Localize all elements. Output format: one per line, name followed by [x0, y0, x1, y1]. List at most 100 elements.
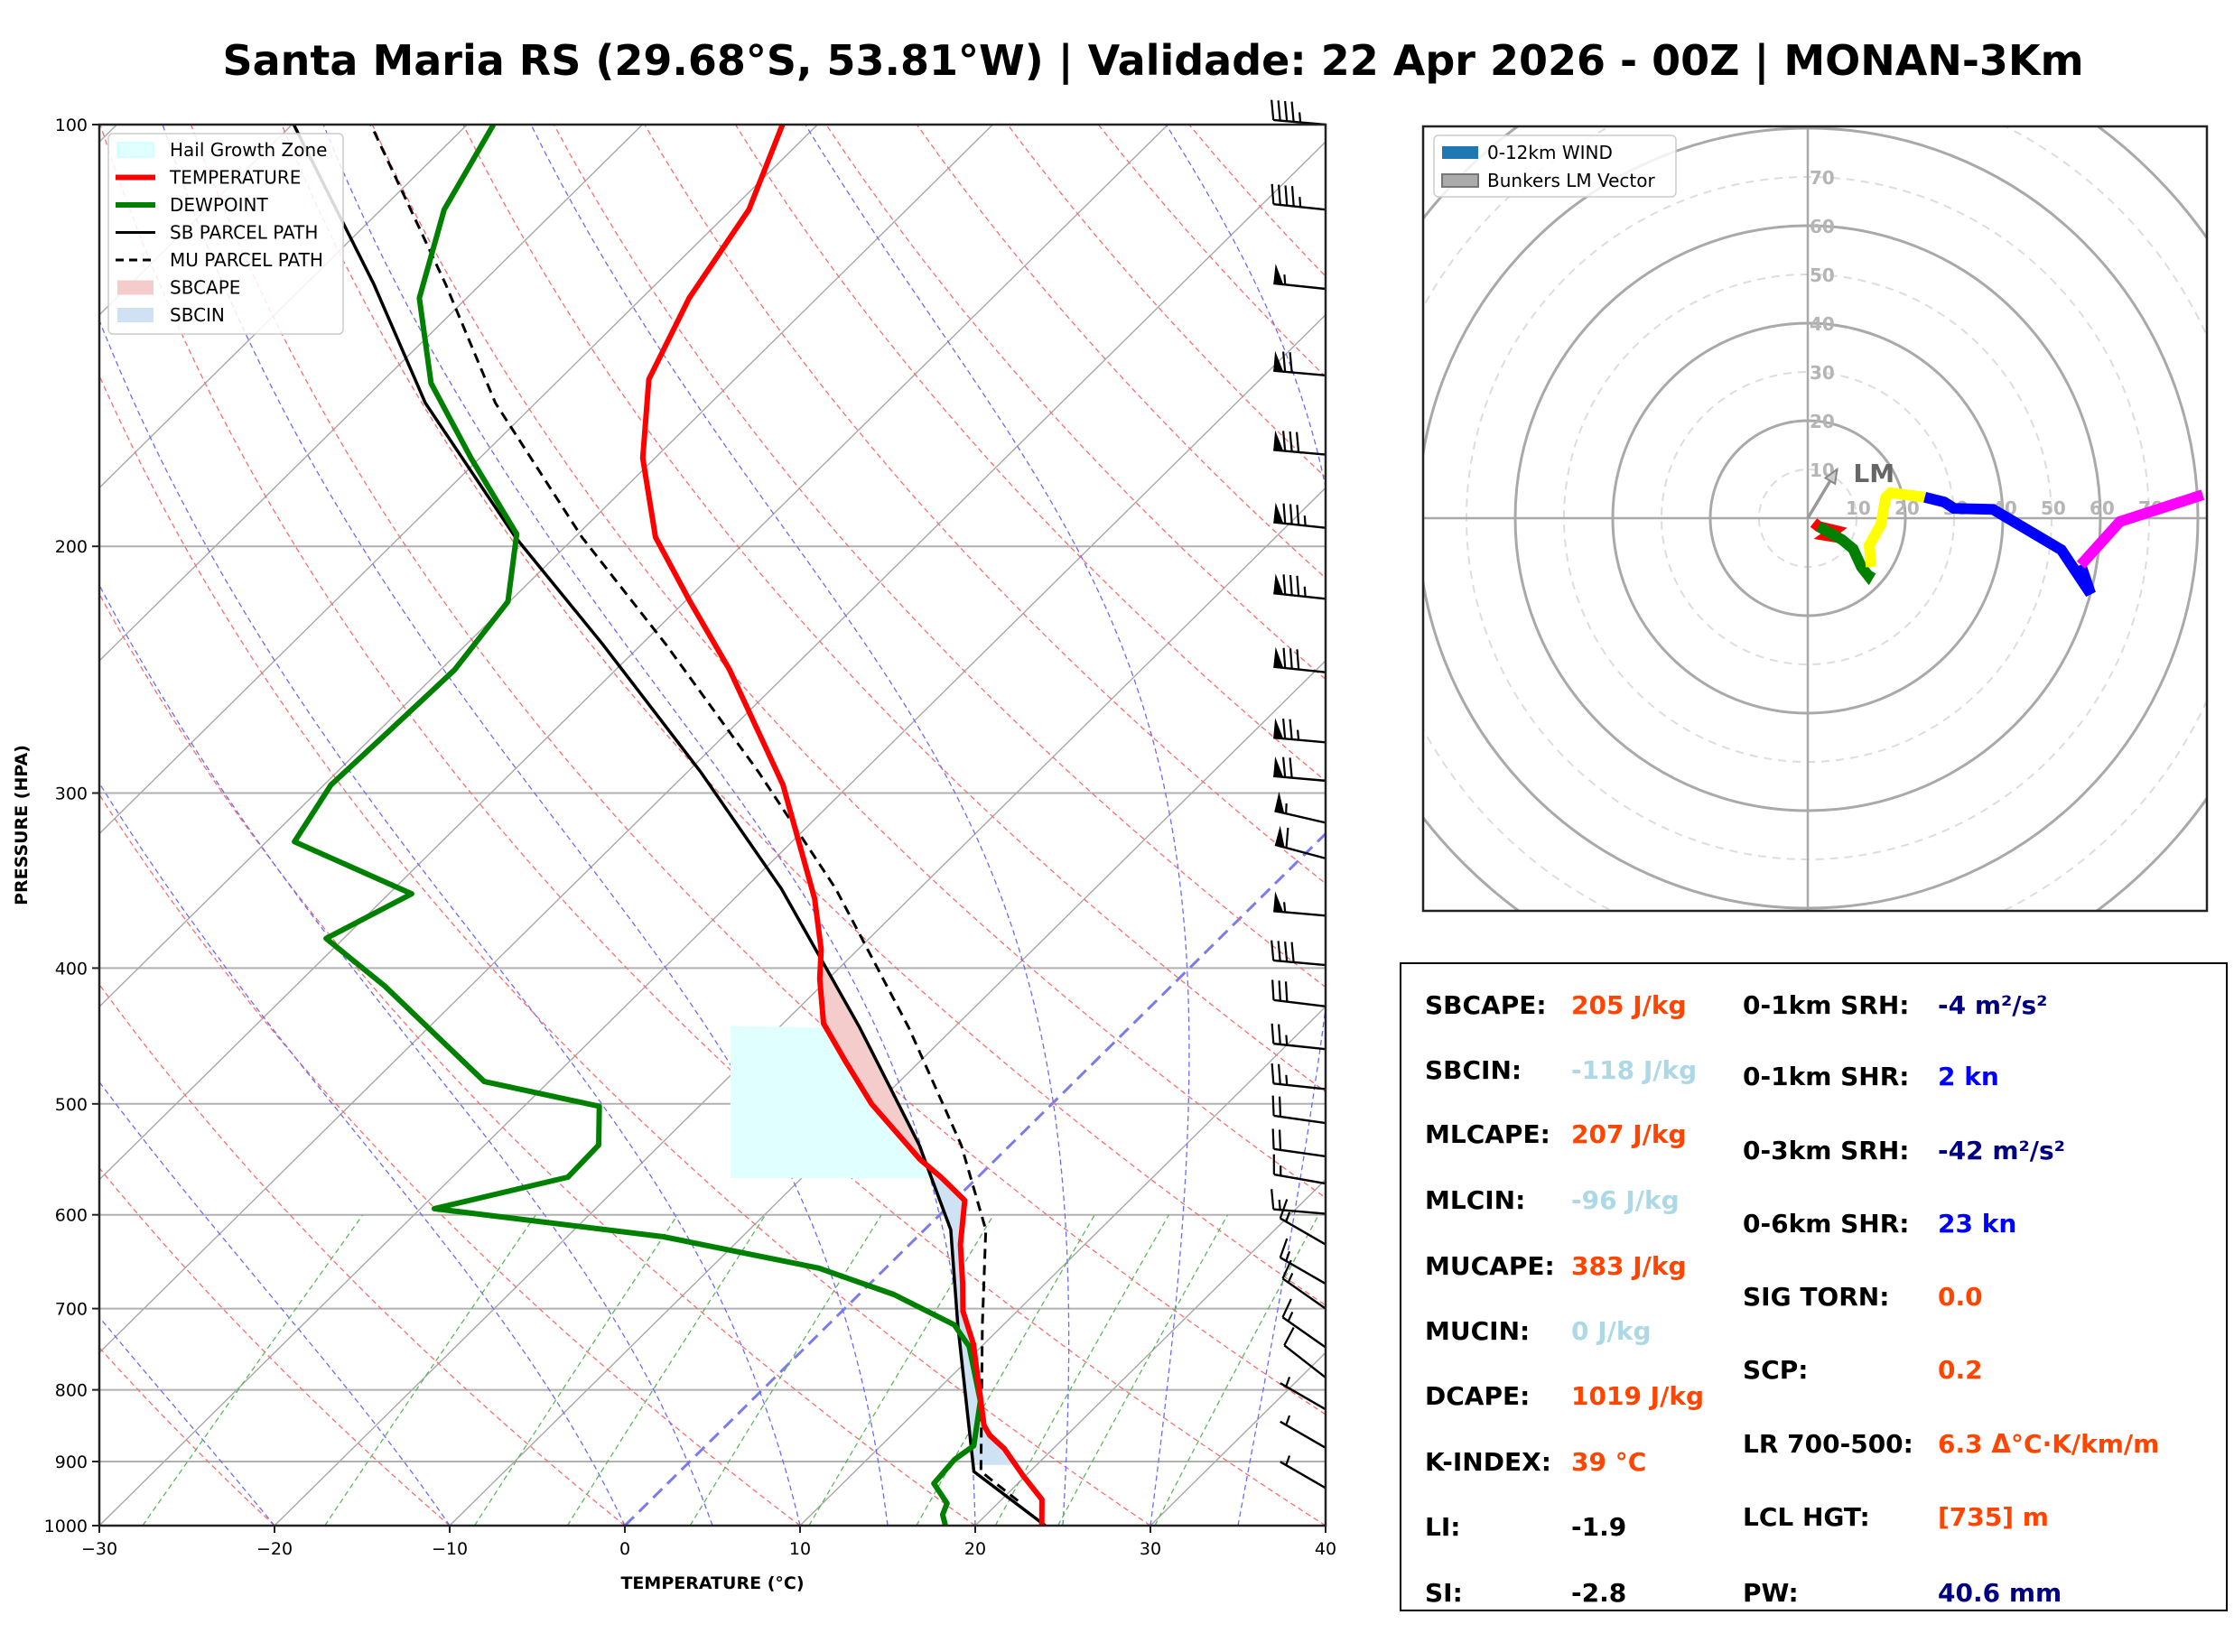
barb-feather	[1282, 756, 1287, 778]
barb-shaft	[1273, 998, 1326, 1008]
y-tick-label: 200	[55, 537, 88, 557]
hodograph-ring-label: 30	[1810, 362, 1835, 384]
wind-barb	[1271, 1063, 1326, 1091]
barb-shaft	[1280, 1461, 1326, 1490]
stat-value: -4 m²/s²	[1938, 990, 2048, 1020]
wind-barb	[1281, 1298, 1326, 1349]
barb-feather	[1271, 99, 1275, 121]
barb-pennant	[1274, 791, 1285, 813]
x-tick-label: −10	[432, 1539, 468, 1559]
x-axis-title: TEMPERATURE (°C)	[620, 1573, 804, 1593]
x-tick-label: 20	[964, 1539, 986, 1559]
legend-box	[107, 133, 344, 335]
dry-adiabat-line	[553, 125, 1326, 988]
barb-feather	[1284, 100, 1289, 122]
barb-shaft	[1280, 1382, 1326, 1411]
barb-half-feather	[1298, 112, 1302, 123]
wind-barb	[1273, 646, 1326, 673]
moist-adiabat-line	[805, 125, 1190, 1526]
stat-value: [735] m	[1938, 1502, 2049, 1532]
barb-feather	[1284, 981, 1289, 1002]
skew-t-profiles	[292, 125, 1047, 1526]
stat-value: 40.6 mm	[1938, 1578, 2062, 1608]
barb-half-feather	[1285, 1035, 1289, 1045]
sbcin-area	[930, 1175, 1016, 1465]
barb-half-feather	[1299, 197, 1302, 208]
y-tick-label: 400	[55, 959, 88, 979]
barb-half-feather	[1303, 586, 1307, 598]
barb-shaft	[1273, 1042, 1326, 1051]
mixing-ratio-line	[142, 1214, 364, 1526]
mixing-ratio-line	[566, 1214, 767, 1526]
barb-shaft	[1273, 1147, 1326, 1158]
stat-label: MLCAPE:	[1425, 1119, 1550, 1149]
barb-half-feather	[1283, 274, 1287, 285]
legend-swatch	[117, 308, 154, 322]
hodograph-ring-label: 50	[1810, 265, 1835, 286]
mu-parcel-path	[369, 125, 1019, 1502]
wind-barb	[1274, 791, 1326, 824]
hodograph-segment	[1863, 487, 1926, 568]
barb-feather	[1296, 649, 1300, 670]
barb-shaft	[1273, 521, 1326, 529]
isotherm-line	[799, 1006, 1326, 1526]
wind-barb	[1279, 1238, 1326, 1285]
hodograph-ring-label: 20	[1810, 411, 1835, 432]
wind-barb	[1279, 1199, 1326, 1246]
wind-barb	[1271, 183, 1326, 211]
stat-value: 0.2	[1938, 1355, 1983, 1385]
legend-label: TEMPERATURE	[169, 167, 301, 189]
moist-adiabat-line	[322, 125, 976, 1526]
dry-adiabat-line	[99, 592, 976, 1526]
barb-half-feather	[1285, 1415, 1291, 1425]
barb-shaft	[1273, 1173, 1326, 1185]
stat-label: 0-1km SHR:	[1743, 1062, 1910, 1091]
skew-t-shading	[730, 955, 1016, 1465]
barb-half-feather	[1287, 1311, 1294, 1322]
y-axis-title: PRESSURE (HPA)	[12, 745, 32, 905]
stat-label: SBCAPE:	[1425, 990, 1547, 1020]
mixing-ratio-line	[1154, 1214, 1319, 1526]
barb-shaft	[1280, 1217, 1326, 1246]
legend-label: MU PARCEL PATH	[170, 249, 323, 271]
barb-shaft	[1273, 1208, 1326, 1215]
wind-barb	[1273, 718, 1326, 744]
barb-feather	[1278, 1024, 1281, 1044]
barb-feather	[1271, 1095, 1275, 1117]
barb-pennant	[1274, 825, 1285, 848]
wind-barb	[1271, 1128, 1326, 1158]
barb-half-feather	[1296, 729, 1300, 740]
barb-pennant	[1273, 891, 1284, 913]
mixing-ratio-line	[324, 1214, 536, 1526]
isotherm-line	[274, 487, 1326, 1526]
legend-swatch	[117, 280, 154, 295]
stat-label: PW:	[1743, 1578, 1799, 1608]
barb-feather	[1278, 1063, 1281, 1085]
y-tick-label: 300	[55, 784, 88, 803]
legend-label: 0-12km WIND	[1487, 142, 1613, 163]
wind-barb	[1273, 891, 1326, 917]
stat-value: -42 m²/s²	[1938, 1136, 2065, 1165]
wind-barb	[1283, 1326, 1326, 1378]
legend-box	[1433, 135, 1677, 198]
barb-half-feather	[1287, 1273, 1294, 1284]
moist-adiabat-line	[99, 583, 713, 1526]
legend-label: Hail Growth Zone	[170, 139, 327, 161]
barb-feather	[1279, 1199, 1289, 1219]
barb-feather	[1283, 1326, 1295, 1346]
plot-frame	[98, 123, 1327, 1527]
barb-feather	[1282, 574, 1287, 595]
barb-feather	[1285, 827, 1289, 849]
barb-feather	[1289, 757, 1293, 778]
moist-adiabat-line	[99, 782, 626, 1526]
dry-adiabat-line	[281, 125, 1326, 1306]
barb-half-feather	[1285, 1377, 1291, 1387]
barb-pennant	[1273, 718, 1284, 739]
isotherm-line	[99, 125, 818, 835]
hodograph-ring-label: 50	[2041, 497, 2066, 519]
wind-barb	[1271, 99, 1326, 126]
barb-feather	[1271, 183, 1275, 205]
barb-feather	[1289, 504, 1293, 524]
x-tick-label: 30	[1140, 1539, 1161, 1559]
barb-feather	[1290, 942, 1295, 963]
